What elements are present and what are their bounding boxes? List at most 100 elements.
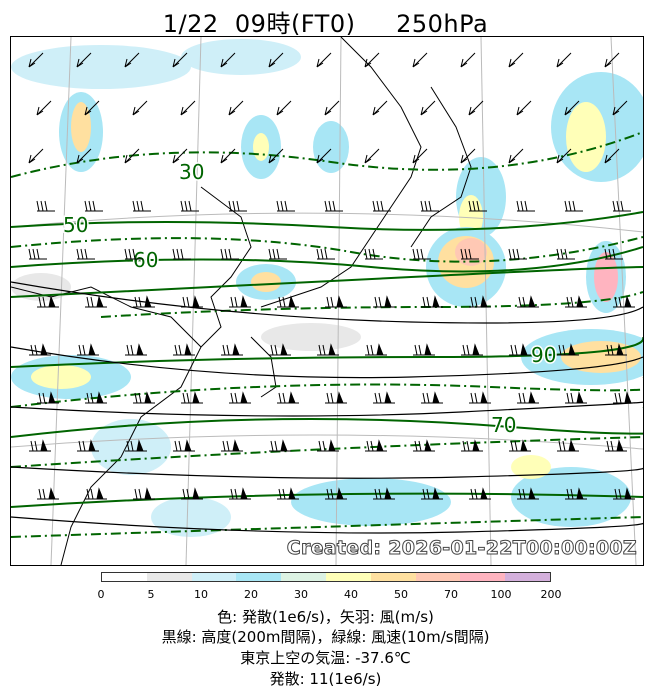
wind-barb xyxy=(413,439,435,452)
colorbar-segment xyxy=(415,573,461,581)
wind-barb xyxy=(277,295,299,308)
wind-barb xyxy=(365,343,387,356)
wind-barb xyxy=(324,200,343,212)
wind-barb xyxy=(421,487,443,500)
wind-barb xyxy=(373,487,395,500)
wind-barb xyxy=(85,391,107,404)
wind-barb xyxy=(268,248,287,260)
wind-barb xyxy=(220,248,239,260)
wind-barb xyxy=(84,100,100,116)
wind-barb xyxy=(412,52,428,68)
legend-line-1: 色: 発散(1e6/s)，矢羽: 風(m/s) xyxy=(217,608,434,626)
wind-barb xyxy=(421,391,443,404)
wind-barb xyxy=(276,100,292,116)
wind-barb xyxy=(316,52,332,68)
wind-barb xyxy=(325,391,347,404)
wind-barb xyxy=(133,295,155,308)
wind-barb xyxy=(372,100,388,116)
wind-barb xyxy=(468,200,487,212)
wind-barb xyxy=(508,52,524,68)
wind-barb xyxy=(508,248,527,260)
wind-barb xyxy=(420,200,439,212)
wind-barb xyxy=(132,200,151,212)
wind-barb xyxy=(565,391,587,404)
height-contours xyxy=(11,281,643,534)
colorbar-tick-label: 200 xyxy=(540,588,562,601)
contour-label: 30 xyxy=(179,160,204,184)
colorbar-segment xyxy=(236,573,282,581)
wind-barb xyxy=(509,343,531,356)
wind-barb xyxy=(325,487,347,500)
chart-title: 1/22 09時(FT0) 250hPa xyxy=(162,10,489,38)
wind-barb xyxy=(133,391,155,404)
wind-barb xyxy=(517,487,539,500)
wind-barb xyxy=(565,295,587,308)
wind-barb xyxy=(36,100,52,116)
wind-barb xyxy=(172,248,191,260)
wind-barb xyxy=(324,100,340,116)
wind-barb xyxy=(229,391,251,404)
wind-barb xyxy=(124,52,140,68)
colorbar-tick-label: 40 xyxy=(344,588,358,601)
wind-barb xyxy=(469,295,491,308)
wind-barb xyxy=(269,439,291,452)
legend-line-2: 黒線: 高度(200m間隔)，緑線: 風速(10m/s間隔) xyxy=(161,628,490,646)
wind-barb xyxy=(85,295,107,308)
colorbar-segment xyxy=(325,573,371,581)
wind-barb xyxy=(373,391,395,404)
wind-barb xyxy=(613,295,635,308)
wind-barb xyxy=(228,200,247,212)
colorbar-segment xyxy=(505,573,550,581)
wind-barb xyxy=(373,295,395,308)
wind-barb xyxy=(173,343,195,356)
wind-barb xyxy=(124,148,140,164)
wind-barb xyxy=(612,100,628,116)
wind-barb xyxy=(365,439,387,452)
wind-barb xyxy=(317,343,339,356)
wind-barb xyxy=(516,100,532,116)
wind-barb xyxy=(612,200,631,212)
weather-map: 30 50 60 90 70 Created: 2026-01-22T00:00… xyxy=(10,36,644,566)
wind-barb xyxy=(517,295,539,308)
wind-barb xyxy=(564,200,583,212)
colorbar-tick-label: 70 xyxy=(444,588,458,601)
wind-barb xyxy=(316,148,332,164)
wind-barb xyxy=(604,248,623,260)
wind-barb xyxy=(221,439,243,452)
map-canvas: 30 50 60 90 70 xyxy=(11,37,643,565)
wind-barb xyxy=(517,391,539,404)
wind-barb xyxy=(180,200,199,212)
wind-barb xyxy=(85,487,107,500)
created-timestamp: Created: 2026-01-22T00:00:00Z xyxy=(286,537,637,560)
wind-barb xyxy=(605,439,627,452)
wind-barb xyxy=(412,248,431,260)
wind-barb xyxy=(220,52,236,68)
divergence-colorbar xyxy=(101,572,551,582)
wind-barb xyxy=(516,200,535,212)
wind-barb xyxy=(84,200,103,212)
wind-barb xyxy=(604,52,620,68)
contour-label: 70 xyxy=(491,413,516,437)
wind-barb xyxy=(124,248,143,260)
wind-barb xyxy=(605,343,627,356)
wind-barb xyxy=(613,487,635,500)
wind-barb xyxy=(229,487,251,500)
wind-barb xyxy=(181,295,203,308)
wind-barb xyxy=(37,487,59,500)
wind-barb xyxy=(316,248,335,260)
wind-barb xyxy=(172,148,188,164)
contour-labels: 30 50 60 90 70 xyxy=(62,159,558,439)
wind-barb xyxy=(29,343,51,356)
wind-barb xyxy=(220,148,236,164)
wind-barb xyxy=(460,52,476,68)
wind-barb xyxy=(461,439,483,452)
colorbar-segment xyxy=(191,573,237,581)
legend-line-3: 東京上空の気温: -37.6℃ xyxy=(240,649,411,667)
colorbar-tick-label: 50 xyxy=(393,588,408,601)
wind-barb xyxy=(556,248,575,260)
wind-barb xyxy=(172,52,188,68)
wind-barb xyxy=(325,295,347,308)
wind-barb xyxy=(276,200,295,212)
wind-barb xyxy=(173,439,195,452)
wind-barb xyxy=(268,148,284,164)
